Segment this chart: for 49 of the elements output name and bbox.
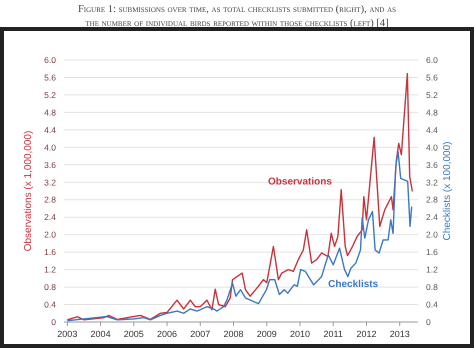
y-tick-label: 2.0 <box>44 230 56 240</box>
line-series <box>66 151 412 322</box>
y2-tick-label: 2.4 <box>426 212 438 222</box>
x-tick-label: 2011 <box>324 329 343 339</box>
series-label: Checklists <box>328 279 379 290</box>
x-tick-label: 2013 <box>390 329 410 339</box>
y2-tick-label: 2.8 <box>426 194 438 205</box>
y2-tick-label: 4.8 <box>426 107 438 118</box>
y2-tick-label: 2.0 <box>426 230 438 240</box>
y-tick-label: 4.4 <box>44 124 56 135</box>
y-tick-label: 3.6 <box>44 160 56 170</box>
y-tick-label: 0.8 <box>44 282 56 292</box>
series-label: Observations <box>268 176 332 188</box>
y2-tick-label: 0.8 <box>426 282 438 292</box>
y-tick-label: 1.6 <box>44 247 56 258</box>
y2-tick-label: 6.0 <box>426 55 438 65</box>
x-tick-label: 2008 <box>224 329 244 339</box>
y2-tick-label: 5.6 <box>426 72 438 82</box>
y2-tick-label: 0 <box>426 317 431 327</box>
y2-tick-label: 3.2 <box>426 177 438 188</box>
x-tick-label: 2010 <box>290 329 310 339</box>
y-tick-label: 2.4 <box>44 212 56 222</box>
x-tick-label: 2006 <box>157 329 178 339</box>
y2-tick-label: 4.4 <box>426 124 438 135</box>
y-tick-label: 5.6 <box>44 72 56 82</box>
y2-axis-title: Checklists (x 100,000) <box>442 142 453 240</box>
y2-tick-label: 5.2 <box>426 90 438 100</box>
y-tick-label: 0 <box>51 317 56 327</box>
x-tick-label: 2012 <box>356 329 376 339</box>
y2-tick-label: 1.6 <box>426 247 438 258</box>
y2-tick-label: 4.0 <box>426 142 438 152</box>
y-tick-label: 4.0 <box>44 142 56 152</box>
y-axis-title: Observations (x 1,000,000) <box>23 130 34 252</box>
x-tick-label: 2009 <box>256 329 277 339</box>
y2-tick-label: 1.2 <box>426 264 438 275</box>
y2-tick-label: 3.6 <box>426 160 438 170</box>
x-tick-label: 2004 <box>90 329 111 339</box>
y-tick-label: 2.8 <box>44 194 56 205</box>
x-tick-label: 2003 <box>57 329 78 339</box>
x-tick-label: 2007 <box>190 329 210 339</box>
y-tick-label: 1.2 <box>44 264 56 275</box>
y-tick-label: 5.2 <box>44 90 56 100</box>
line-series <box>66 72 414 321</box>
y-tick-label: 6.0 <box>44 55 56 65</box>
x-tick-label: 2005 <box>124 329 144 339</box>
y-tick-label: 4.8 <box>44 107 56 118</box>
y-tick-label: 3.2 <box>44 177 56 188</box>
y2-tick-label: 0.4 <box>426 300 438 310</box>
y-tick-label: 0.4 <box>44 300 56 310</box>
